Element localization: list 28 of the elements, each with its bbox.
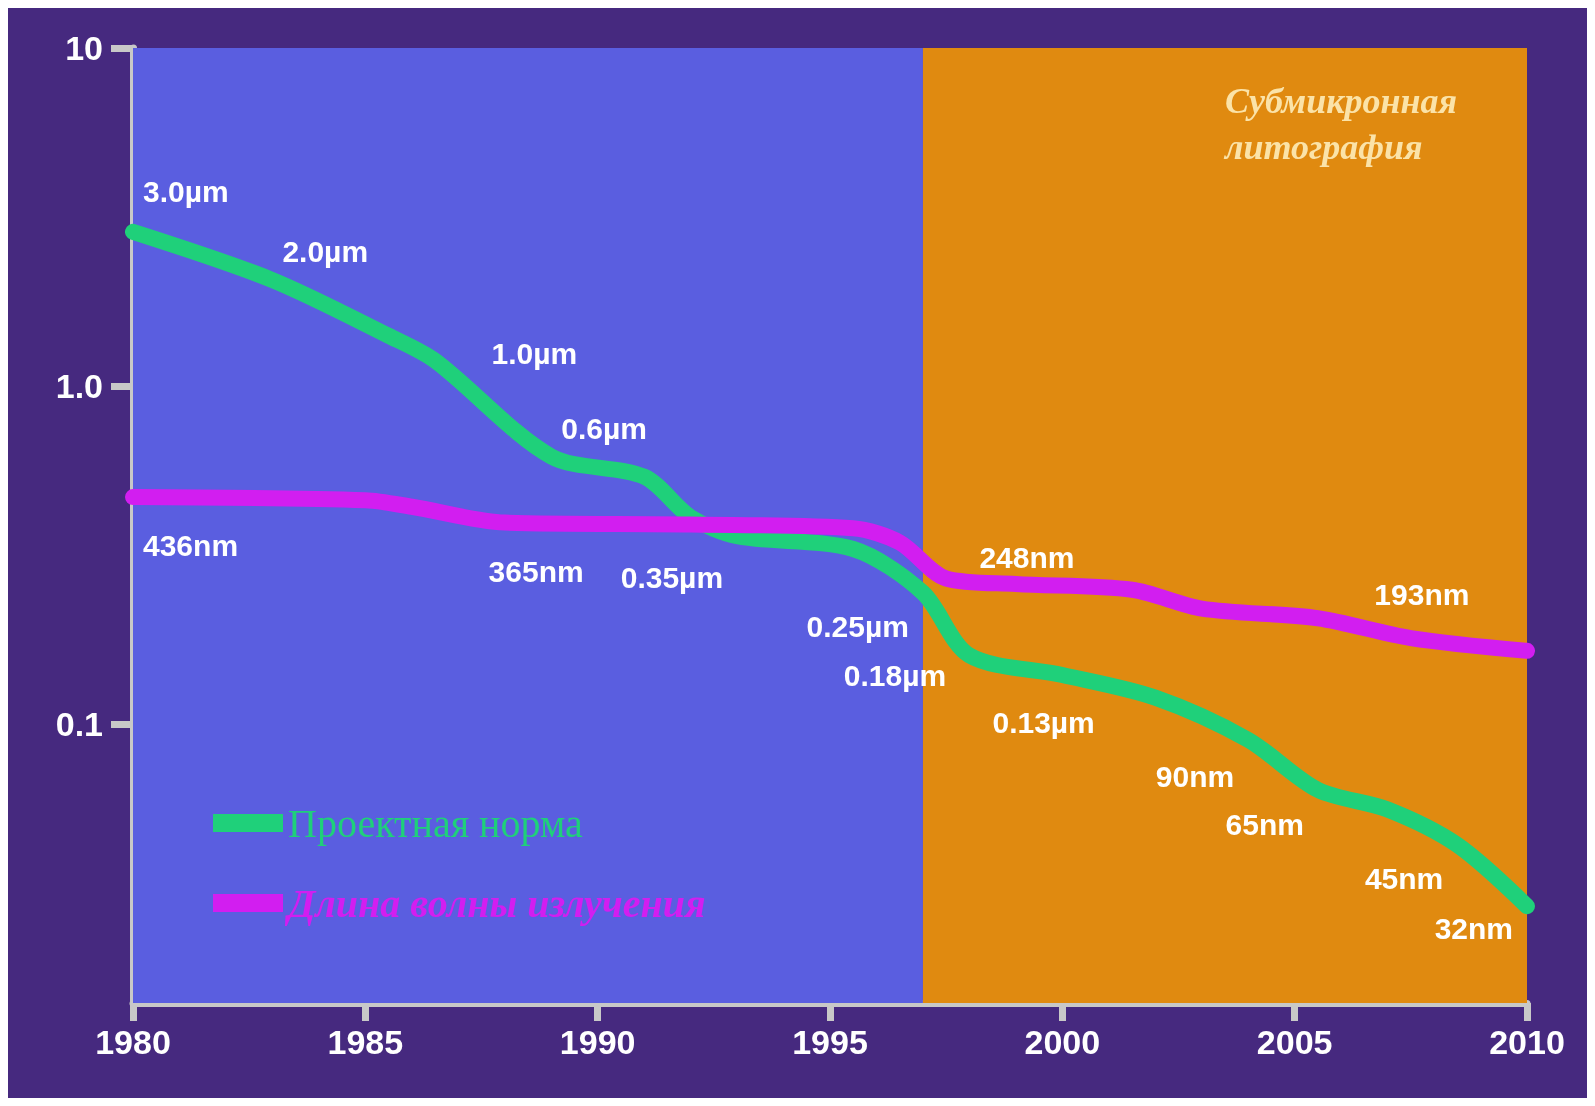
x-tick-label: 1995 bbox=[792, 1023, 868, 1061]
annotation: 2.0µm bbox=[282, 234, 369, 268]
y-tick-label: 0.1 bbox=[55, 705, 103, 744]
annotation: 365nm bbox=[488, 554, 584, 588]
x-tick-label: 1980 bbox=[95, 1023, 171, 1061]
annotation: 90nm bbox=[1155, 760, 1235, 794]
x-tick-label: 1990 bbox=[559, 1023, 636, 1061]
annotation: 32nm bbox=[1434, 912, 1513, 946]
annotation: 193nm bbox=[1374, 578, 1470, 612]
legend-label: Длина волны излучения bbox=[284, 880, 706, 926]
x-tick-label: 2000 bbox=[1024, 1023, 1101, 1061]
annotation: 248nm bbox=[979, 541, 1075, 575]
y-tick-label: 1.0 bbox=[55, 367, 103, 406]
annotation: 436nm bbox=[143, 528, 239, 562]
annotation: 1.0µm bbox=[491, 336, 578, 370]
x-tick-label: 2005 bbox=[1256, 1023, 1333, 1061]
annotation: 45nm bbox=[1364, 862, 1444, 896]
x-tick-label: 2010 bbox=[1489, 1023, 1565, 1061]
y-tick-label: 10 bbox=[65, 29, 103, 67]
legend-label: Проектная норма bbox=[288, 800, 583, 846]
annotation: 0.35µm bbox=[620, 560, 724, 594]
annotation: 65nm bbox=[1225, 808, 1304, 842]
annotation: 0.25µm bbox=[806, 610, 909, 644]
annotation: 0.6µm bbox=[561, 411, 647, 445]
band-label: Субмикронная литография bbox=[1222, 81, 1457, 167]
annotation: 3.0µm bbox=[143, 175, 229, 209]
x-tick-label: 1985 bbox=[327, 1023, 404, 1061]
annotation: 0.13µm bbox=[992, 706, 1095, 740]
